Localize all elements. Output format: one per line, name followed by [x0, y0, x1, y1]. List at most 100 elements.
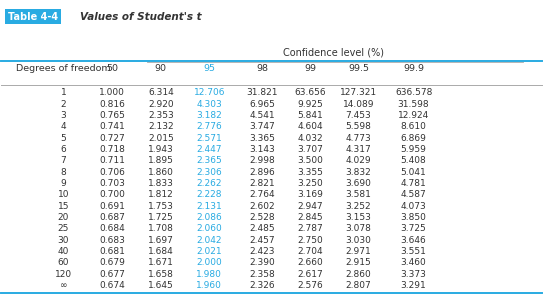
Text: 3.581: 3.581: [345, 190, 371, 199]
Text: 6.965: 6.965: [249, 100, 275, 109]
Text: 1.860: 1.860: [148, 168, 174, 177]
Text: 2.750: 2.750: [298, 236, 323, 245]
Text: 1.812: 1.812: [148, 190, 174, 199]
Text: 1.943: 1.943: [148, 145, 174, 154]
Text: 2.764: 2.764: [249, 190, 275, 199]
Text: 9: 9: [61, 179, 66, 188]
Text: 4.773: 4.773: [345, 134, 371, 143]
Text: 5.041: 5.041: [401, 168, 426, 177]
Text: 1.684: 1.684: [148, 247, 174, 256]
Text: 3.365: 3.365: [249, 134, 275, 143]
Text: 0.816: 0.816: [99, 100, 125, 109]
Text: 1.753: 1.753: [148, 202, 174, 211]
Text: Confidence level (%): Confidence level (%): [283, 47, 384, 57]
Text: 2.485: 2.485: [249, 224, 275, 233]
Text: 1.645: 1.645: [148, 281, 174, 290]
Text: 5.959: 5.959: [401, 145, 426, 154]
Text: 4.303: 4.303: [197, 100, 222, 109]
Text: 0.687: 0.687: [99, 213, 125, 222]
Text: 0.674: 0.674: [99, 281, 125, 290]
Text: 0.683: 0.683: [99, 236, 125, 245]
Text: 3.030: 3.030: [345, 236, 371, 245]
Text: 6.314: 6.314: [148, 89, 174, 97]
Text: 15: 15: [58, 202, 70, 211]
Text: 4.781: 4.781: [401, 179, 426, 188]
Text: 99: 99: [305, 64, 317, 73]
Text: 2.390: 2.390: [249, 258, 275, 267]
Text: 3.551: 3.551: [401, 247, 426, 256]
Text: 2.660: 2.660: [298, 258, 323, 267]
Text: 2.920: 2.920: [148, 100, 174, 109]
Text: 3.460: 3.460: [401, 258, 426, 267]
Text: 40: 40: [58, 247, 69, 256]
Text: 2.971: 2.971: [345, 247, 371, 256]
Text: 120: 120: [55, 270, 72, 279]
Text: 6.869: 6.869: [401, 134, 426, 143]
Text: 2.132: 2.132: [148, 122, 174, 132]
Text: 1.895: 1.895: [148, 156, 174, 165]
Text: 3.373: 3.373: [401, 270, 426, 279]
Text: 1.960: 1.960: [197, 281, 222, 290]
Text: 3.850: 3.850: [401, 213, 426, 222]
Text: 2.571: 2.571: [197, 134, 222, 143]
Text: 2.896: 2.896: [249, 168, 275, 177]
Text: 6: 6: [61, 145, 66, 154]
Text: 9.925: 9.925: [298, 100, 323, 109]
Text: ∞: ∞: [60, 281, 67, 290]
Text: 4.317: 4.317: [345, 145, 371, 154]
Text: 99.5: 99.5: [348, 64, 369, 73]
Text: 0.677: 0.677: [99, 270, 125, 279]
Text: 2.042: 2.042: [197, 236, 222, 245]
Text: 5: 5: [61, 134, 66, 143]
Text: 2.306: 2.306: [197, 168, 222, 177]
Text: 12.924: 12.924: [398, 111, 429, 120]
Text: 4.604: 4.604: [298, 122, 323, 132]
Text: 2.447: 2.447: [197, 145, 222, 154]
Text: 3.646: 3.646: [401, 236, 426, 245]
Text: 127.321: 127.321: [340, 89, 377, 97]
Text: 2.353: 2.353: [148, 111, 174, 120]
Text: 5.408: 5.408: [401, 156, 426, 165]
Text: 1.980: 1.980: [197, 270, 222, 279]
Text: 3.291: 3.291: [401, 281, 426, 290]
Text: 95: 95: [204, 64, 216, 73]
Text: 1.697: 1.697: [148, 236, 174, 245]
Text: 636.578: 636.578: [395, 89, 432, 97]
Text: 3.355: 3.355: [298, 168, 323, 177]
Text: 0.718: 0.718: [99, 145, 125, 154]
Text: 4.073: 4.073: [401, 202, 426, 211]
Text: 2.457: 2.457: [249, 236, 275, 245]
Text: 2.021: 2.021: [197, 247, 222, 256]
Text: Degrees of freedom: Degrees of freedom: [16, 64, 111, 73]
Text: 3.500: 3.500: [298, 156, 323, 165]
Text: 1: 1: [61, 89, 66, 97]
Text: 0.691: 0.691: [99, 202, 125, 211]
Text: 3.169: 3.169: [298, 190, 323, 199]
Text: 31.821: 31.821: [247, 89, 278, 97]
Text: 90: 90: [155, 64, 167, 73]
Text: 1.833: 1.833: [148, 179, 174, 188]
Text: 0.684: 0.684: [99, 224, 125, 233]
Text: 8.610: 8.610: [401, 122, 426, 132]
Text: 2.060: 2.060: [197, 224, 222, 233]
Text: 50: 50: [106, 64, 118, 73]
Text: 2: 2: [61, 100, 66, 109]
Text: 4.032: 4.032: [298, 134, 323, 143]
Text: 30: 30: [58, 236, 70, 245]
Text: 2.998: 2.998: [249, 156, 275, 165]
Text: 0.711: 0.711: [99, 156, 125, 165]
Text: 3.153: 3.153: [345, 213, 371, 222]
Text: 3.078: 3.078: [345, 224, 371, 233]
Text: 2.845: 2.845: [298, 213, 323, 222]
Text: 0.700: 0.700: [99, 190, 125, 199]
Text: 2.807: 2.807: [345, 281, 371, 290]
Text: 5.598: 5.598: [345, 122, 371, 132]
Text: 2.821: 2.821: [249, 179, 275, 188]
Text: 4.029: 4.029: [346, 156, 371, 165]
Text: 0.727: 0.727: [99, 134, 125, 143]
Text: 3.707: 3.707: [298, 145, 323, 154]
Text: 4.587: 4.587: [401, 190, 426, 199]
Text: 98: 98: [256, 64, 268, 73]
Text: 2.000: 2.000: [197, 258, 222, 267]
Text: 25: 25: [58, 224, 69, 233]
